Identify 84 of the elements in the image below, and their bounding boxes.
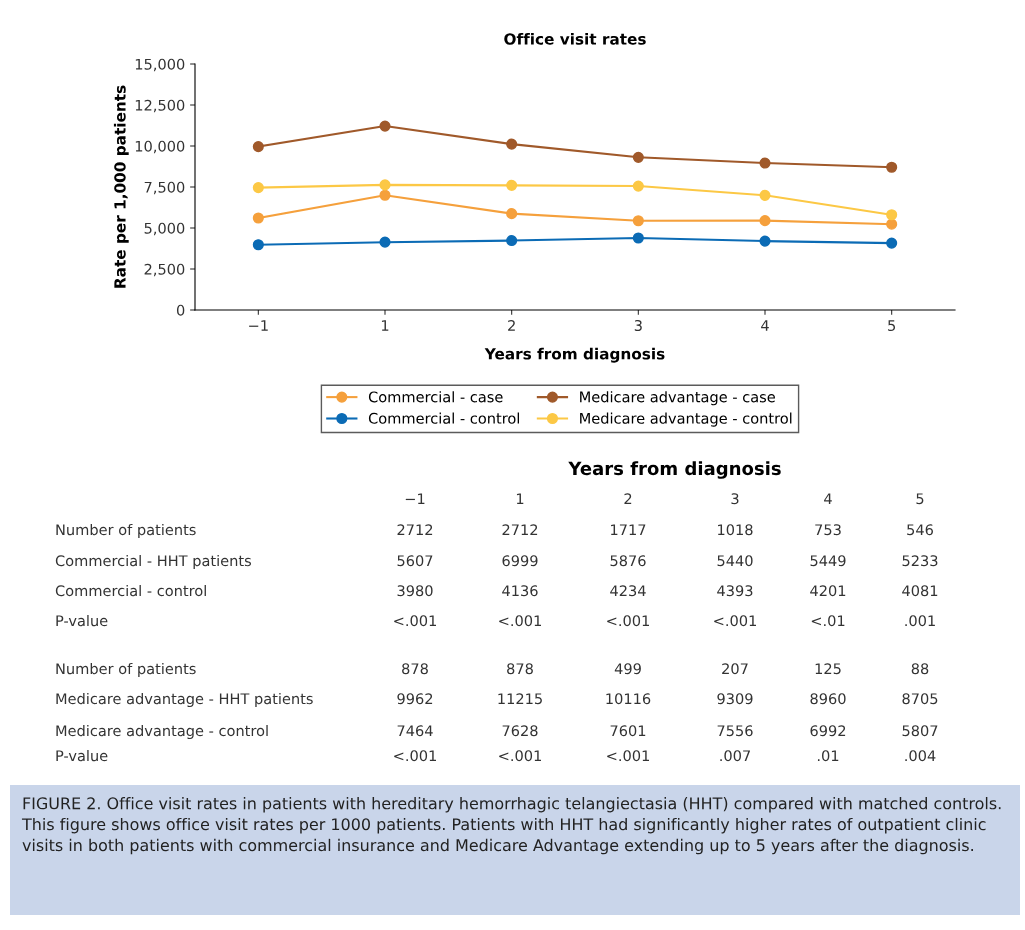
text: 1018	[718, 524, 753, 536]
text: 6992	[810, 725, 846, 737]
text: 753	[815, 524, 841, 536]
legend-label: Commercial - control	[368, 412, 519, 424]
caption: FIGURE 2. Office visit rates in patients with hereditary hemorrhagic telangiectasia (HHT) compared with matched controls. This figure shows office visit rates per 1000 patients. Patients with HHT had significantly higher rates of outpatient clinic visits in both patients with commercial insurance and Medicare Advantage extending up to 5 years after the diagnosis.	[21, 797, 1001, 855]
text: 125	[815, 663, 841, 675]
text: Number of patients	[56, 662, 196, 678]
category-label: 3	[731, 493, 739, 505]
category-label: 1	[516, 493, 524, 505]
legend-label: Commercial - case	[368, 391, 503, 403]
text: 7601	[610, 725, 646, 737]
text: 546	[907, 524, 933, 536]
text: 207	[722, 663, 748, 675]
text: 2712	[397, 524, 433, 536]
text: 7628	[502, 725, 538, 737]
text: 6999	[502, 555, 538, 567]
text: 4201	[810, 585, 846, 597]
text: <.001	[394, 750, 436, 762]
text: 11215	[498, 693, 542, 705]
legend-label: Medicare advantage - control	[580, 412, 792, 427]
text: Commercial - HHT patients	[55, 554, 252, 570]
text: 878	[507, 663, 533, 675]
text: .01	[817, 750, 839, 762]
text: 5449	[810, 555, 846, 567]
text: 878	[402, 663, 428, 675]
text: Medicare advantage - control	[56, 724, 268, 740]
text: 4393	[717, 585, 753, 597]
text: 10116	[606, 693, 651, 705]
text: .004	[905, 750, 936, 762]
text: <.001	[714, 615, 756, 627]
text: Years from diagnosis	[568, 461, 781, 479]
y-tick-label: 0	[176, 304, 185, 316]
text: 8960	[810, 693, 846, 705]
text: <.001	[607, 615, 649, 627]
text: 499	[614, 663, 641, 675]
text: 88	[911, 663, 929, 675]
y-tick-label: 7,500	[144, 181, 185, 195]
text: 4081	[902, 585, 938, 597]
text: 8705	[902, 693, 938, 705]
category-label: 2	[624, 493, 632, 505]
text: 4136	[502, 585, 538, 597]
text: Medicare advantage - HHT patients	[56, 692, 313, 708]
text: Commercial - control	[55, 584, 206, 597]
text: 4234	[610, 585, 646, 597]
y-tick-label: 12,500	[135, 99, 185, 113]
text: 3980	[397, 585, 433, 597]
text: 7464	[397, 725, 433, 737]
text: 2712	[502, 524, 538, 536]
category-label: 4	[824, 493, 832, 505]
text: 5876	[610, 555, 646, 567]
category-label: −1	[405, 493, 425, 505]
legend-label: Medicare advantage - case	[580, 391, 775, 406]
text: .001	[905, 615, 935, 627]
y-tick-label: 10,000	[135, 140, 185, 154]
chart-title: Office visit rates	[504, 32, 646, 45]
text: 9962	[397, 693, 433, 705]
text: 7556	[717, 725, 753, 737]
text: 5440	[717, 555, 753, 567]
text: <.001	[607, 750, 649, 762]
x-tick-label: 3	[634, 319, 642, 332]
text: 5607	[397, 555, 433, 567]
text: <.01	[811, 615, 845, 627]
y-axis-title: Rate per 1,000 patients	[113, 85, 129, 288]
text: P-value	[56, 614, 108, 627]
text: .007	[720, 750, 750, 762]
text: 1717	[611, 524, 646, 536]
y-tick-label: 5,000	[144, 222, 185, 236]
text: P-value	[56, 749, 108, 762]
text: <.001	[499, 750, 541, 762]
x-tick-label: 5	[888, 320, 896, 332]
text: <.001	[394, 615, 436, 627]
x-axis-title: Years from diagnosis	[484, 347, 665, 363]
text: 9309	[717, 693, 753, 705]
x-tick-label: −1	[249, 320, 268, 331]
y-tick-label: 2,500	[144, 263, 185, 277]
x-tick-label: 4	[761, 320, 769, 331]
x-tick-label: 2	[508, 319, 515, 331]
category-label: 5	[916, 493, 924, 505]
y-tick-label: 15,000	[135, 58, 185, 72]
text: 5233	[902, 555, 938, 567]
x-tick-label: 1	[381, 320, 389, 331]
text: 5807	[902, 725, 938, 737]
text: <.001	[499, 615, 541, 627]
text: Number of patients	[56, 523, 196, 539]
